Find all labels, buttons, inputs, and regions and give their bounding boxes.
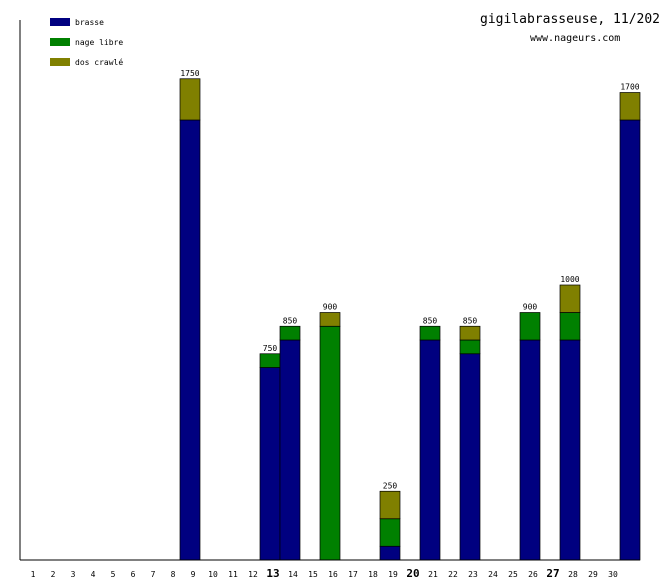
total-label-day-27: 1000: [560, 275, 579, 284]
axes: [19, 20, 640, 561]
value-labels-layer: 1750 750 850 900 250 850 850 900 1000 1700: [180, 69, 639, 491]
x-tick-label-26: 26: [528, 570, 538, 579]
total-label-day-20: 850: [423, 316, 438, 325]
total-label-day-8: 1750: [180, 69, 199, 78]
x-tick-label-24: 24: [488, 570, 498, 579]
legend-label: brasse: [75, 18, 104, 27]
x-tick-label-21: 21: [428, 570, 438, 579]
bar-segment-day-18-series-1: [379, 518, 401, 547]
x-tick-label-12: 12: [248, 570, 258, 579]
bar-segment-day-13-series-1: [279, 325, 301, 341]
x-tick-label-10: 10: [208, 570, 218, 579]
bar-segment-day-8-series-0: [179, 119, 201, 561]
bar-segment-day-22-series-1: [459, 339, 481, 355]
x-tick-label-13: 13: [266, 567, 279, 580]
legend-swatch-dos-crawlé: [50, 58, 70, 66]
x-tick-label-20: 20: [406, 567, 419, 580]
x-tick-label-25: 25: [508, 570, 518, 579]
total-label-day-15: 900: [323, 303, 338, 312]
bar-segment-day-25-series-1: [519, 312, 541, 341]
x-tick-label-17: 17: [348, 570, 358, 579]
x-tick-label-6: 6: [131, 570, 136, 579]
legend-swatch-nage-libre: [50, 38, 70, 46]
x-tick-label-16: 16: [328, 570, 338, 579]
bar-segment-day-20-series-0: [419, 339, 441, 561]
x-tick-label-9: 9: [191, 570, 196, 579]
legend-label: dos crawlé: [75, 57, 123, 67]
total-label-day-30: 1700: [620, 83, 639, 92]
bar-segment-day-20-series-1: [419, 325, 441, 341]
bar-segment-day-15-series-2: [319, 312, 341, 327]
x-tick-label-11: 11: [228, 570, 238, 579]
x-tick-label-19: 19: [388, 570, 398, 579]
x-tick-label-27: 27: [546, 567, 559, 580]
x-tick-label-30: 30: [608, 570, 618, 579]
x-tick-label-3: 3: [71, 570, 76, 579]
x-tick-labels: 1 2 3 4 5 6 7 8 9 10 11 12 13 14 15 16 17 18 19 20 21 22 23 24 2…: [31, 567, 618, 580]
total-label-day-25: 900: [523, 303, 538, 312]
x-tick-label-1: 1: [31, 570, 36, 579]
total-label-day-13: 850: [283, 316, 298, 325]
x-tick-label-7: 7: [151, 570, 156, 579]
bar-segment-day-13-series-0: [279, 339, 301, 561]
x-tick-label-4: 4: [91, 570, 96, 579]
x-tick-label-28: 28: [568, 570, 578, 579]
chart-subtitle: www.nageurs.com: [530, 33, 620, 44]
x-tick-label-18: 18: [368, 570, 378, 579]
bar-segment-day-22-series-2: [459, 325, 481, 341]
bar-segment-day-18-series-0: [379, 545, 401, 561]
total-label-day-22: 850: [463, 316, 478, 325]
bar-segment-day-27-series-2: [559, 284, 581, 313]
bar-segment-day-12-series-1: [259, 353, 281, 368]
x-tick-label-8: 8: [171, 570, 176, 579]
x-tick-label-5: 5: [111, 570, 116, 579]
legend: brasse nage libre dos crawlé: [50, 18, 123, 67]
total-label-day-18: 250: [383, 481, 398, 490]
bar-segment-day-30-series-2: [619, 92, 641, 121]
bar-segment-day-25-series-0: [519, 339, 541, 561]
chart-title: gigilabrasseuse, 11/2023: [480, 12, 660, 27]
bar-segment-day-8-series-2: [179, 78, 201, 121]
x-tick-label-29: 29: [588, 570, 598, 579]
x-tick-label-2: 2: [51, 570, 56, 579]
x-tick-label-23: 23: [468, 570, 478, 579]
legend-swatch-brasse: [50, 18, 70, 26]
bars-layer: [179, 78, 641, 561]
bar-segment-day-18-series-2: [379, 490, 401, 520]
bar-segment-day-27-series-0: [559, 339, 581, 561]
total-label-day-12: 750: [263, 344, 278, 353]
x-tick-label-14: 14: [288, 570, 298, 579]
legend-label: nage libre: [75, 38, 123, 47]
bar-segment-day-12-series-0: [259, 367, 281, 561]
x-tick-label-22: 22: [448, 570, 458, 579]
bar-segment-day-22-series-0: [459, 353, 481, 561]
x-tick-label-15: 15: [308, 570, 318, 579]
bar-segment-day-15-series-1: [319, 325, 341, 561]
bar-segment-day-27-series-1: [559, 312, 581, 341]
bar-segment-day-30-series-0: [619, 119, 641, 561]
